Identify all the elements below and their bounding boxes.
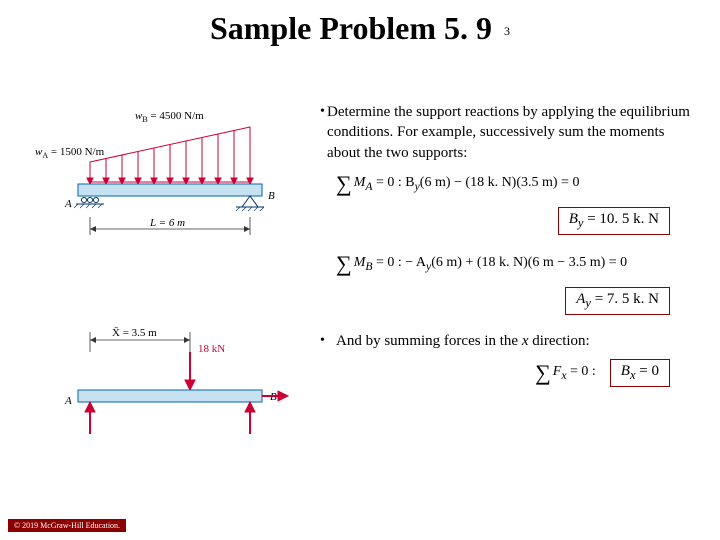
equation-MA: ∑ MA = 0 : By(6 m) − (18 k. N)(3.5 m) = … <box>336 171 700 197</box>
bullet-1: • Determine the support reactions by app… <box>320 102 700 163</box>
roller-support <box>74 198 104 209</box>
result-Bx: Bx = 0 <box>610 359 670 387</box>
load-arrows <box>87 127 253 184</box>
wA-label: wA = 1500 N/m <box>35 146 105 160</box>
bullet-2-text: And by summing forces in the x direction… <box>336 331 590 351</box>
equation-MB: ∑ MB = 0 : − Ay(6 m) + (18 k. N)(6 m − 3… <box>336 251 700 277</box>
result-By: By = 10. 5 k. N <box>558 207 670 235</box>
label-A: A <box>64 198 72 210</box>
diagram-column: wA = 1500 N/m wB = 4500 N/m <box>30 107 310 487</box>
title-sub: 3 <box>504 24 510 38</box>
beam-load-diagram: wA = 1500 N/m wB = 4500 N/m <box>30 107 290 257</box>
bullet-1-text: Determine the support reactions by apply… <box>327 102 700 163</box>
fbd-beam <box>78 390 262 402</box>
slide: Sample Problem 5. 9 3 wA = 1500 N/m wB =… <box>0 0 720 540</box>
label-B: B <box>268 190 275 202</box>
copyright-footer: © 2019 McGraw-Hill Education. <box>8 519 126 532</box>
bullet-dot: • <box>320 102 327 163</box>
text-column: • Determine the support reactions by app… <box>320 102 700 393</box>
fbd-label-A: A <box>64 395 72 407</box>
beam-rect <box>78 184 262 196</box>
title-text: Sample Problem 5. 9 <box>210 10 492 46</box>
result-Ay-row: Ay = 7. 5 k. N <box>320 283 700 325</box>
sigma-icon: ∑ <box>535 360 551 386</box>
sigma-icon: ∑ <box>336 251 352 277</box>
bullet-dot: • <box>320 331 336 351</box>
slide-title: Sample Problem 5. 9 3 <box>0 0 720 47</box>
result-Ay: Ay = 7. 5 k. N <box>565 287 670 315</box>
bullet-2: • And by summing forces in the x directi… <box>320 331 700 351</box>
result-By-row: By = 10. 5 k. N <box>320 203 700 245</box>
pin-support <box>236 196 264 211</box>
resultant-label: 18 kN <box>198 343 225 355</box>
sigma-icon: ∑ <box>336 171 352 197</box>
wB-label: wB = 4500 N/m <box>135 110 204 124</box>
equation-Fx: ∑ Fx = 0 : Bx = 0 <box>336 359 700 387</box>
length-label: L = 6 m <box>149 217 185 229</box>
xbar-label: X̄ = 3.5 m <box>112 327 157 339</box>
fbd-diagram: X̄ = 3.5 m 18 kN A B <box>30 322 290 462</box>
